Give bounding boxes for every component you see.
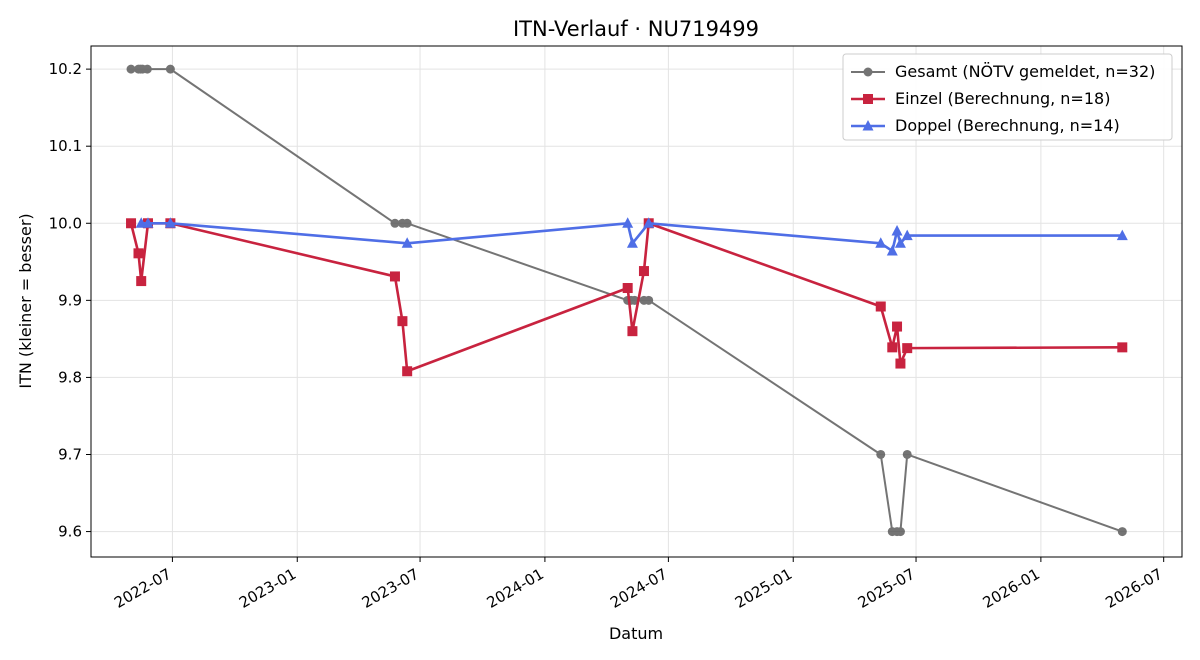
legend-label: Einzel (Berechnung, n=18) bbox=[895, 89, 1110, 108]
data-point bbox=[643, 217, 655, 228]
data-point bbox=[126, 218, 137, 229]
data-point bbox=[1117, 342, 1128, 353]
chart-title: ITN-Verlauf · NU719499 bbox=[513, 17, 759, 41]
data-point bbox=[875, 237, 887, 248]
y-tick-label: 10.0 bbox=[49, 214, 82, 232]
data-point bbox=[891, 224, 903, 236]
legend-box bbox=[842, 53, 1173, 141]
legend-marker bbox=[862, 120, 874, 131]
data-point bbox=[390, 218, 400, 228]
data-point bbox=[622, 283, 633, 294]
x-axis-label: Datum bbox=[609, 624, 663, 643]
data-point bbox=[165, 64, 175, 74]
data-point bbox=[626, 237, 638, 248]
y-tick-label: 9.7 bbox=[58, 445, 82, 463]
data-point bbox=[876, 449, 886, 459]
data-point bbox=[397, 316, 408, 327]
data-point bbox=[638, 266, 649, 277]
data-point bbox=[622, 217, 634, 228]
y-tick-label: 9.6 bbox=[58, 523, 82, 541]
data-point bbox=[136, 276, 147, 287]
y-tick-label: 9.8 bbox=[58, 368, 82, 386]
y-tick-label: 10.2 bbox=[49, 60, 82, 78]
y-tick-label: 9.9 bbox=[58, 291, 82, 309]
data-point bbox=[895, 527, 905, 537]
legend-entry bbox=[851, 120, 885, 131]
data-series bbox=[126, 64, 1128, 537]
data-point bbox=[1116, 229, 1128, 241]
data-point bbox=[1117, 527, 1127, 537]
legend: Gesamt (NÖTV gemeldet, n=32) Einzel (Bere… bbox=[842, 53, 1173, 141]
y-axis-ticks: 9.6 9.7 9.8 9.9 10.0 10.1 10.2 bbox=[49, 60, 91, 541]
data-point bbox=[402, 218, 412, 228]
data-point bbox=[142, 217, 154, 228]
series-triangle bbox=[135, 217, 1128, 256]
data-point bbox=[627, 326, 638, 337]
data-point bbox=[902, 449, 912, 459]
data-point bbox=[164, 217, 176, 228]
legend-entry bbox=[851, 67, 885, 77]
legend-entry bbox=[851, 94, 885, 104]
legend-marker bbox=[863, 94, 873, 104]
data-point bbox=[644, 295, 654, 305]
data-point bbox=[875, 301, 886, 312]
data-point bbox=[401, 237, 413, 248]
data-point bbox=[892, 321, 903, 332]
data-point bbox=[389, 271, 400, 282]
legend-label: Gesamt (NÖTV gemeldet, n=32) bbox=[895, 62, 1155, 81]
y-axis-label: ITN (kleiner = besser) bbox=[16, 213, 35, 388]
y-tick-label: 10.1 bbox=[49, 137, 82, 155]
legend-marker bbox=[863, 67, 873, 77]
data-point bbox=[887, 342, 898, 353]
series-line bbox=[129, 221, 1123, 373]
data-point bbox=[894, 237, 906, 248]
data-point bbox=[902, 343, 913, 354]
data-point bbox=[142, 64, 152, 74]
data-point bbox=[126, 64, 136, 74]
data-point bbox=[901, 229, 913, 241]
plot-frame bbox=[90, 45, 1183, 558]
legend-label: Doppel (Berechnung, n=14) bbox=[895, 116, 1120, 135]
data-point bbox=[133, 248, 144, 259]
data-point bbox=[402, 366, 413, 377]
data-point bbox=[895, 358, 906, 369]
data-point bbox=[886, 245, 898, 256]
